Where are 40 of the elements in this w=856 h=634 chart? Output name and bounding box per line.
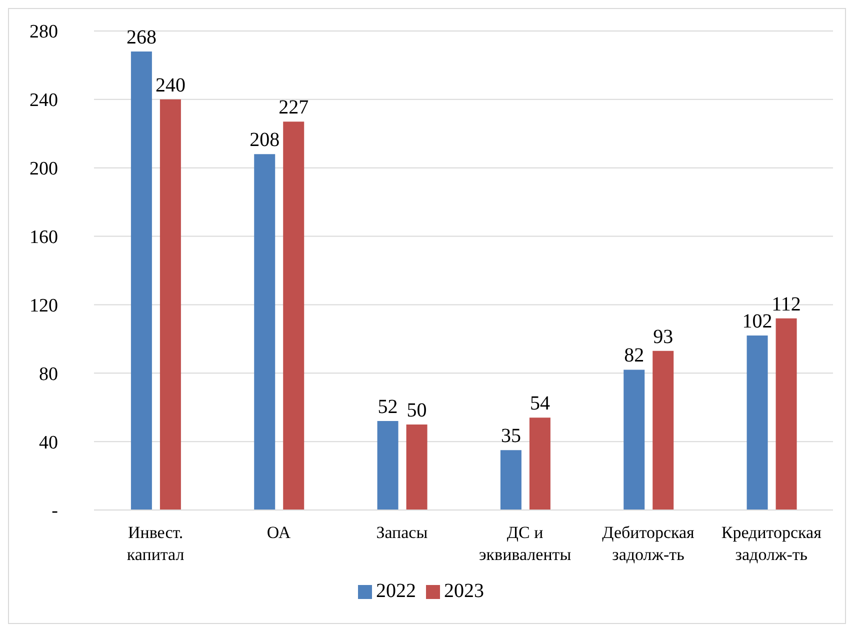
- bar: [160, 99, 181, 510]
- bar: [406, 424, 428, 510]
- y-tick-label: 40: [39, 432, 58, 454]
- bar: [283, 122, 304, 510]
- bar: [130, 52, 152, 510]
- data-label: 112: [772, 293, 801, 316]
- y-tick-label: -: [52, 500, 58, 522]
- bar: [652, 350, 674, 510]
- bar: [377, 421, 398, 510]
- y-tick-label: 80: [39, 364, 58, 385]
- legend-label: 2023: [444, 580, 484, 602]
- bar: [500, 450, 522, 510]
- x-tick-label: Инвест. капитал: [126, 523, 185, 564]
- x-tick-label: ОА: [266, 523, 292, 542]
- data-label: 50: [406, 399, 427, 422]
- data-label: 268: [126, 26, 156, 49]
- y-tick-label: 120: [30, 295, 58, 316]
- data-label: 35: [500, 425, 521, 448]
- x-tick-label: Дебиторская задолж-ть: [602, 523, 695, 564]
- legend-label: 2022: [376, 580, 416, 602]
- data-label: 54: [530, 392, 550, 415]
- bar: [746, 336, 768, 510]
- bar: [254, 154, 276, 510]
- x-tick-label: Запасы: [376, 523, 428, 542]
- y-tick-label: 200: [30, 158, 58, 180]
- data-label: 93: [653, 326, 674, 348]
- data-label: 208: [250, 129, 280, 152]
- data-label: 227: [278, 96, 309, 119]
- y-tick-label: 160: [30, 227, 58, 248]
- data-label: 102: [742, 310, 772, 333]
- x-tick-label: Кредиторская задолж-ть: [721, 523, 822, 564]
- y-tick-label: 240: [30, 90, 58, 112]
- bar: [624, 370, 645, 510]
- data-label: 240: [155, 74, 186, 96]
- data-label: 82: [624, 344, 644, 367]
- bar: [529, 418, 550, 510]
- bar: [776, 318, 797, 510]
- y-tick-label: 280: [30, 22, 58, 43]
- x-tick-label: ДС и эквиваленты: [479, 523, 572, 564]
- data-label: 52: [378, 396, 398, 418]
